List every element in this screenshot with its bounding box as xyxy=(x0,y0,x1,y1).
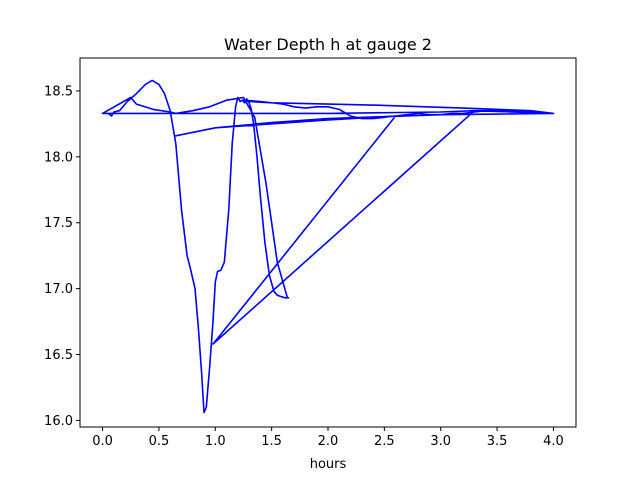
x-tick-label: 0.0 xyxy=(92,434,113,449)
x-tick-label: 3.5 xyxy=(487,434,508,449)
y-tick-label: 16.0 xyxy=(44,414,73,429)
x-tick-label: 2.5 xyxy=(374,434,395,449)
series-line xyxy=(101,79,555,414)
series-layer xyxy=(101,79,555,414)
x-tick-label: 1.5 xyxy=(261,434,282,449)
chart-title: Water Depth h at gauge 2 xyxy=(224,35,432,54)
x-tick-label: 1.0 xyxy=(205,434,226,449)
x-tick-label: 0.5 xyxy=(149,434,170,449)
x-axis-ticks: 0.0 0.5 1.0 1.5 2.0 2.5 3.0 3.5 4.0 xyxy=(92,427,564,449)
y-tick-label: 17.5 xyxy=(44,216,73,231)
y-axis-ticks: 16.0 16.5 17.0 17.5 18.0 18.5 xyxy=(44,84,80,429)
x-tick-label: 3.0 xyxy=(430,434,451,449)
x-tick-label: 4.0 xyxy=(543,434,564,449)
y-tick-label: 16.5 xyxy=(44,348,73,363)
x-axis-label: hours xyxy=(310,457,347,472)
x-tick-label: 2.0 xyxy=(318,434,339,449)
y-tick-label: 18.0 xyxy=(44,150,73,165)
y-tick-label: 18.5 xyxy=(44,84,73,99)
y-tick-label: 17.0 xyxy=(44,282,73,297)
